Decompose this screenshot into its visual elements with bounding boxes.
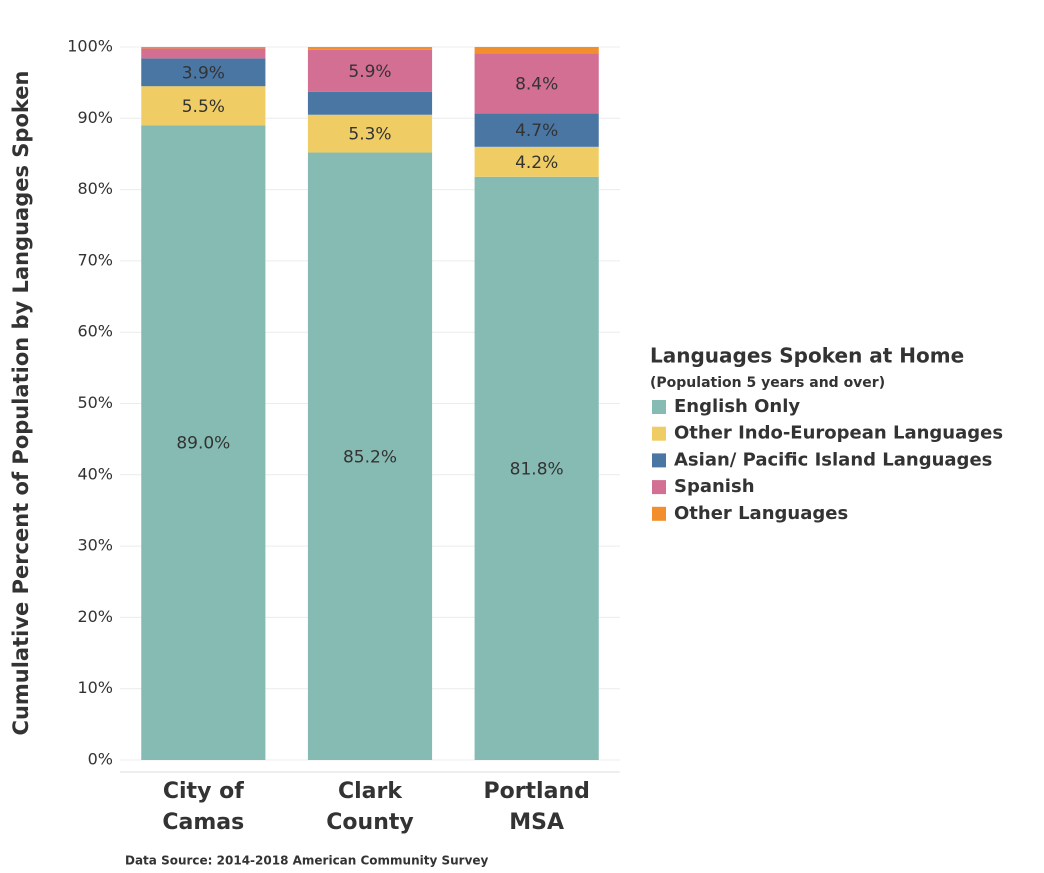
x-tick-label: City of Camas	[162, 779, 244, 835]
legend-label: English Only	[674, 396, 800, 417]
bar-segment	[474, 47, 599, 54]
data-label: 3.9%	[182, 63, 225, 83]
x-tick-label: Portland MSA	[483, 779, 589, 835]
y-axis-label: Cumulative Percent of Population by Lang…	[9, 71, 33, 736]
legend-swatch	[652, 426, 666, 441]
bar-segment	[141, 125, 266, 761]
y-tick-label: 90%	[77, 108, 113, 127]
bar-segment	[307, 47, 433, 50]
data-label: 81.8%	[510, 459, 564, 479]
source: Data Source: 2014-2018 American Communit…	[125, 854, 489, 868]
bar-segment	[474, 113, 599, 147]
legend-label: Other Languages	[674, 503, 848, 524]
legend-label: Spanish	[674, 476, 755, 497]
legend-swatch	[652, 480, 666, 495]
legend-label: Other Indo-European Languages	[674, 423, 1003, 444]
x-tick-line: MSA	[509, 810, 564, 835]
data-label: 5.3%	[348, 125, 391, 145]
data-label: 8.4%	[515, 74, 558, 94]
x-tick-line: City of	[163, 779, 244, 804]
y-tick-label: 60%	[77, 322, 113, 341]
bar-segment	[141, 58, 266, 87]
data-label: 5.9%	[348, 62, 391, 82]
y-tick-label: 0%	[88, 750, 113, 769]
legend-label: Asian/ Pacific Island Languages	[674, 449, 992, 470]
bar-segment	[474, 146, 599, 177]
bar-segment	[307, 152, 433, 761]
y-tick-label: 10%	[77, 678, 113, 697]
bar-segment	[474, 53, 599, 114]
y-tick-label: 20%	[77, 607, 113, 626]
x-tick-line: Portland	[483, 779, 589, 804]
legend-swatch	[652, 506, 666, 521]
x-tick-line: Camas	[162, 810, 244, 835]
y-tick-label: 80%	[77, 179, 113, 198]
data-label: 5.5%	[182, 97, 225, 117]
y-tick-label: 40%	[77, 464, 113, 483]
y-tick-label: 50%	[77, 393, 113, 412]
data-label: 85.2%	[343, 447, 397, 467]
data-label: 4.7%	[515, 121, 558, 141]
y-tick-label: 30%	[77, 536, 113, 555]
legend-title: Languages Spoken at Home	[650, 344, 964, 368]
bar-segment	[141, 86, 266, 126]
data-label: 4.2%	[515, 153, 558, 173]
x-tick-line: Clark	[338, 779, 403, 804]
x-tick-label: Clark County	[326, 779, 413, 835]
y-tick-label: 70%	[77, 250, 113, 269]
bar-segment	[141, 47, 266, 49]
bar-segment	[307, 91, 433, 115]
x-tick-line: County	[326, 810, 413, 835]
bar-segment	[307, 49, 433, 92]
legend-subtitle: (Population 5 years and over)	[650, 375, 885, 391]
bar-segment	[307, 114, 433, 153]
y-tick-label: 100%	[67, 37, 113, 56]
legend-swatch	[652, 453, 666, 468]
bar-segment	[141, 48, 266, 59]
legend-swatch	[652, 400, 666, 414]
data-label: 89.0%	[176, 434, 230, 454]
bar-segment	[474, 176, 599, 761]
